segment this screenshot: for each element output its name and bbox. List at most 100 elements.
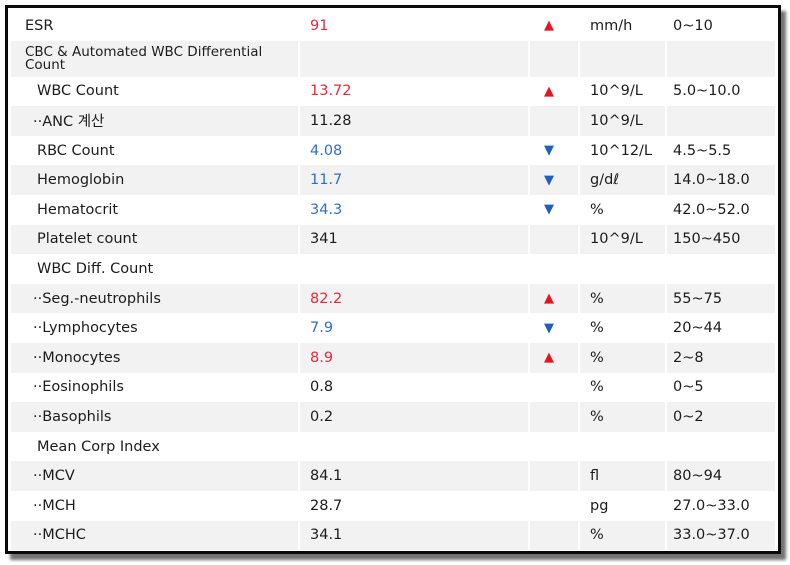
table-row[interactable]: ··Seg.-neutrophils 82.2 ▲% 55~75 xyxy=(11,283,775,314)
unit-label xyxy=(579,431,667,462)
table-row[interactable]: ··Eosinophils 0.8% 0~5 xyxy=(11,372,775,403)
low-flag-icon: ▼ xyxy=(529,135,580,166)
test-name: Hemoglobin xyxy=(11,165,300,195)
flag-cell xyxy=(529,520,580,551)
reference-range: 42.0~52.0 xyxy=(673,201,750,218)
low-flag-icon: ▼ xyxy=(529,165,580,195)
low-flag-icon: ▼ xyxy=(529,313,580,343)
test-name: WBC Diff. Count xyxy=(11,254,300,284)
unit-label: % xyxy=(579,372,667,403)
result-value: 341 xyxy=(299,224,530,255)
result-value: 34.1 xyxy=(299,520,530,551)
reference-range: 20~44 xyxy=(673,320,723,337)
unit-label xyxy=(579,40,667,77)
table-row[interactable]: ··MCHC 34.1% 33.0~37.0 xyxy=(11,520,775,551)
flag-cell xyxy=(529,224,580,255)
result-value: 0.8 xyxy=(299,372,530,403)
high-flag-icon: ▲ xyxy=(529,76,580,107)
table-row[interactable]: RBC Count 4.08 ▼ 10^12/L 4.5~5.5 xyxy=(11,135,775,166)
lab-results-scroll-area[interactable]: ESR 91 ▲ mm/h 0~10 CBC & Automated WBC Differ… xyxy=(11,11,775,551)
result-value: 0.2 xyxy=(299,402,530,432)
result-value xyxy=(299,254,530,284)
test-name: CBC & Automated WBC Differential Count xyxy=(11,40,300,77)
unit-label: 10^9/L xyxy=(579,106,667,136)
reference-range: 0~10 xyxy=(673,17,713,34)
table-row[interactable]: ··Basophils 0.2% 0~2 xyxy=(11,402,775,432)
result-value xyxy=(299,40,530,77)
test-name: ··Monocytes xyxy=(11,342,300,373)
table-row[interactable]: ESR 91 ▲ mm/h 0~10 xyxy=(11,11,775,41)
test-name: ··Eosinophils xyxy=(11,372,300,403)
unit-label: 10^9/L xyxy=(579,224,667,255)
test-name: ··MCHC xyxy=(11,520,300,551)
table-row[interactable]: Hematocrit 34.3 ▼% 42.0~52.0 xyxy=(11,194,775,225)
table-row[interactable]: CBC & Automated WBC Differential Count xyxy=(11,40,775,77)
unit-label: % xyxy=(579,313,667,343)
unit-label: mm/h xyxy=(579,11,667,41)
unit-label: fl xyxy=(579,461,667,491)
test-name: Platelet count xyxy=(11,224,300,255)
reference-range: 150~450 xyxy=(666,224,775,255)
result-value: 8.9 xyxy=(299,342,530,373)
test-name: ··Basophils xyxy=(11,402,300,432)
test-name: ESR xyxy=(11,11,300,41)
table-row[interactable]: Hemoglobin 11.7 ▼ g/dℓ 14.0~18.0 xyxy=(11,165,775,195)
unit-label: pg xyxy=(579,490,667,521)
unit-label: % xyxy=(579,283,667,314)
reference-range: 33.0~37.0 xyxy=(666,520,775,551)
reference-range: 55~75 xyxy=(666,283,775,314)
reference-range xyxy=(666,254,775,284)
reference-range: 0~5 xyxy=(673,379,704,396)
result-value: 11.7 xyxy=(299,165,530,195)
result-value: 7.9 xyxy=(299,313,530,343)
reference-range: 0~2 xyxy=(666,402,775,432)
reference-range: 14.0~18.0 xyxy=(666,165,775,195)
flag-cell xyxy=(529,372,580,403)
result-value: 84.1 xyxy=(299,461,530,491)
unit-label: % xyxy=(579,520,667,551)
low-flag-icon: ▼ xyxy=(529,194,580,225)
result-value: 4.08 xyxy=(299,135,530,166)
result-value: 13.72 xyxy=(299,76,530,107)
table-row[interactable]: ··Lymphocytes 7.9 ▼% 20~44 xyxy=(11,313,775,343)
test-name: Mean Corp Index xyxy=(11,431,300,462)
unit-label: g/dℓ xyxy=(579,165,667,195)
reference-range: 4.5~5.5 xyxy=(673,142,732,159)
test-name: ··Lymphocytes xyxy=(11,313,300,343)
lab-results-body: ESR 91 ▲ mm/h 0~10 CBC & Automated WBC Differ… xyxy=(11,11,775,551)
reference-range: 2~8 xyxy=(666,342,775,373)
table-row[interactable]: ··Monocytes 8.9 ▲% 2~8 xyxy=(11,342,775,373)
table-row[interactable]: WBC Count 13.72 ▲ 10^9/L 5.0~10.0 xyxy=(11,76,775,107)
test-name: Hematocrit xyxy=(11,194,300,225)
unit-label: 10^9/L xyxy=(579,76,667,107)
flag-cell xyxy=(529,402,580,432)
test-name: ··ANC 계산 xyxy=(11,106,300,136)
result-value xyxy=(299,431,530,462)
flag-cell xyxy=(529,490,580,521)
table-row[interactable]: Mean Corp Index xyxy=(11,431,775,462)
flag-cell xyxy=(529,254,580,284)
high-flag-icon: ▲ xyxy=(529,342,580,373)
test-name: ··Seg.-neutrophils xyxy=(11,283,300,314)
unit-label: 10^12/L xyxy=(579,135,667,166)
flag-cell xyxy=(529,40,580,77)
reference-range: 27.0~33.0 xyxy=(673,497,750,514)
reference-range: 80~94 xyxy=(666,461,775,491)
reference-range: 5.0~10.0 xyxy=(673,83,741,100)
unit-label: % xyxy=(579,402,667,432)
table-row[interactable]: ··ANC 계산 11.28 10^9/L xyxy=(11,106,775,136)
flag-cell xyxy=(529,106,580,136)
table-row[interactable]: WBC Diff. Count xyxy=(11,254,775,284)
reference-range xyxy=(666,106,775,136)
unit-label xyxy=(579,254,667,284)
flag-cell xyxy=(529,431,580,462)
result-value: 91 xyxy=(299,11,530,41)
table-row[interactable]: ··MCV 84.1 fl 80~94 xyxy=(11,461,775,491)
lab-results-panel: ESR 91 ▲ mm/h 0~10 CBC & Automated WBC Differ… xyxy=(5,5,781,554)
test-name: RBC Count xyxy=(11,135,300,166)
table-row[interactable]: ··MCH 28.7 pg 27.0~33.0 xyxy=(11,490,775,521)
table-row[interactable]: Platelet count 341 10^9/L 150~450 xyxy=(11,224,775,255)
result-value: 34.3 xyxy=(299,194,530,225)
reference-range xyxy=(666,40,775,77)
flag-cell xyxy=(529,461,580,491)
